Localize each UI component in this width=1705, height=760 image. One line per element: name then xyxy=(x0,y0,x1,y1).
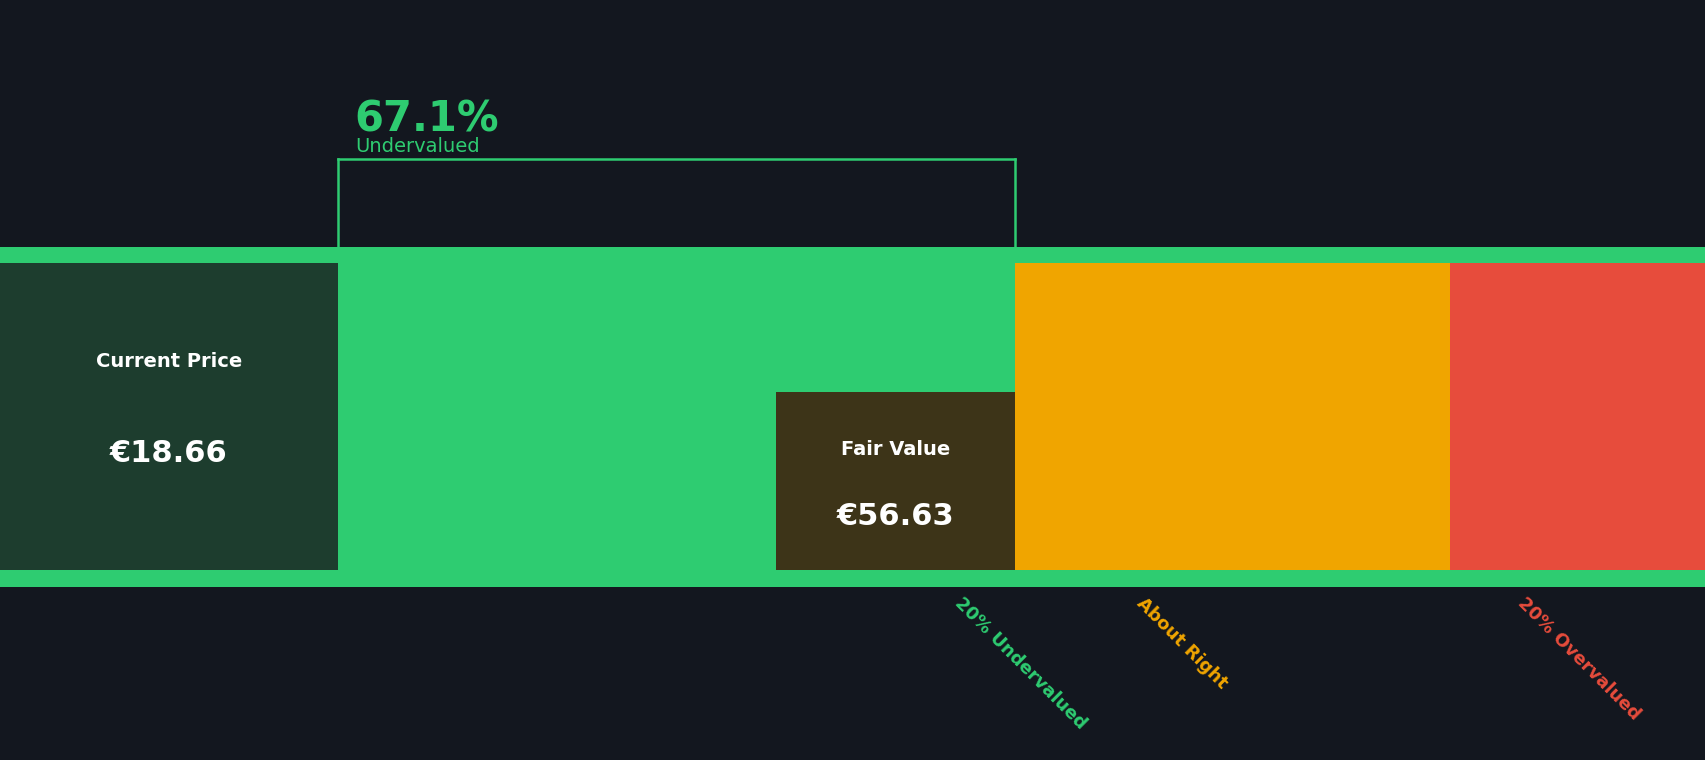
Bar xyxy=(1014,263,1449,571)
Text: Fair Value: Fair Value xyxy=(841,440,950,459)
Text: 20% Overvalued: 20% Overvalued xyxy=(1514,594,1642,724)
Text: About Right: About Right xyxy=(1132,594,1229,692)
Text: 20% Undervalued: 20% Undervalued xyxy=(951,594,1089,733)
Text: €18.66: €18.66 xyxy=(109,439,228,468)
Text: Undervalued: Undervalued xyxy=(355,137,479,156)
Bar xyxy=(776,392,1014,571)
Bar xyxy=(0,263,338,571)
Text: Current Price: Current Price xyxy=(95,352,242,371)
Bar xyxy=(0,247,1705,263)
Bar xyxy=(1449,263,1705,571)
Bar xyxy=(0,571,1705,587)
Text: €56.63: €56.63 xyxy=(837,502,953,531)
Bar xyxy=(0,263,1014,571)
Text: 67.1%: 67.1% xyxy=(355,98,500,140)
